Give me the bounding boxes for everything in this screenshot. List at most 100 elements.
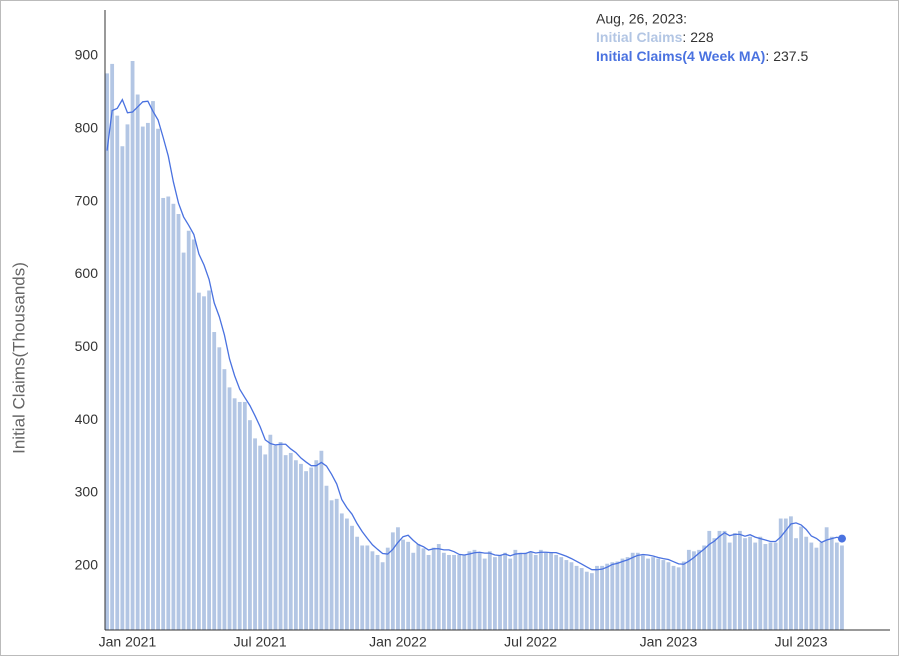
- bar: [232, 398, 237, 630]
- y-tick-label: 900: [75, 47, 99, 63]
- bar: [595, 565, 599, 630]
- bar: [273, 445, 278, 630]
- bar: [258, 445, 263, 630]
- bar: [207, 290, 212, 630]
- bar: [339, 513, 344, 630]
- bar: [202, 296, 206, 630]
- bar: [130, 60, 135, 630]
- bar: [625, 557, 630, 630]
- bar: [401, 539, 405, 630]
- bar: [105, 73, 109, 630]
- bar: [799, 526, 804, 630]
- bar: [528, 551, 533, 630]
- bar: [406, 541, 411, 630]
- bar: [334, 498, 339, 630]
- bar: [579, 568, 584, 630]
- bar: [135, 94, 140, 631]
- bar: [329, 500, 334, 630]
- bar: [161, 197, 166, 630]
- bar: [564, 560, 569, 630]
- bar: [554, 554, 559, 630]
- hover-point: [837, 534, 846, 543]
- x-tick-label: Jan 2021: [99, 634, 157, 650]
- tooltip-title: Aug, 26, 2023:: [596, 11, 687, 27]
- bar: [804, 536, 809, 630]
- tooltip-separator: :: [682, 29, 686, 45]
- bar: [834, 542, 839, 630]
- bar: [538, 549, 543, 630]
- bar: [375, 554, 380, 630]
- bar: [615, 561, 620, 630]
- bar: [457, 554, 462, 630]
- bar: [559, 557, 564, 630]
- bar: [390, 532, 395, 630]
- bar: [498, 554, 502, 630]
- bar: [242, 401, 247, 630]
- tooltip-value: 237.5: [773, 48, 808, 64]
- bar: [319, 450, 324, 630]
- bar: [600, 565, 604, 630]
- bar: [360, 545, 365, 630]
- bar: [651, 557, 656, 630]
- bar: [304, 471, 308, 630]
- y-tick-label: 500: [75, 338, 99, 354]
- bar: [288, 452, 293, 630]
- bar: [727, 542, 732, 630]
- bar: [299, 463, 303, 630]
- y-tick-label: 200: [75, 557, 99, 573]
- bar: [396, 527, 400, 630]
- bar: [717, 530, 722, 630]
- bar: [605, 563, 610, 630]
- bar: [191, 239, 196, 631]
- bar: [416, 544, 421, 630]
- bar: [773, 542, 778, 630]
- bar: [635, 552, 640, 630]
- bar: [462, 554, 467, 630]
- bar: [345, 518, 349, 630]
- bar: [151, 101, 155, 630]
- bar: [789, 516, 793, 630]
- y-tick-label: 600: [75, 265, 99, 281]
- bar: [686, 549, 691, 630]
- bar: [324, 485, 329, 630]
- x-tick-label: Jul 2021: [234, 634, 287, 650]
- bar: [518, 552, 523, 630]
- bar: [441, 552, 446, 630]
- bar: [712, 538, 717, 630]
- bar: [692, 551, 696, 630]
- bar: [263, 454, 268, 630]
- bar: [544, 552, 548, 630]
- bar: [666, 562, 671, 630]
- bar: [477, 552, 482, 630]
- bar: [452, 554, 456, 630]
- bar: [197, 292, 201, 630]
- y-tick-label: 800: [75, 119, 99, 135]
- bar: [814, 547, 819, 630]
- bar: [661, 560, 666, 630]
- bar: [783, 518, 788, 630]
- bar: [676, 567, 681, 630]
- bar: [283, 455, 288, 630]
- bar: [145, 122, 150, 631]
- bar: [824, 527, 829, 630]
- tooltip-separator: :: [765, 48, 769, 64]
- bar: [707, 530, 712, 630]
- bar: [237, 401, 242, 630]
- bar: [840, 545, 844, 630]
- bar: [574, 565, 579, 630]
- bar: [166, 196, 171, 630]
- bar: [508, 558, 513, 630]
- bar: [743, 538, 747, 630]
- tooltip: Aug, 26, 2023:Initial Claims: 228Initial …: [596, 11, 846, 543]
- bar: [181, 252, 186, 630]
- tooltip-series-name: Initial Claims(4 Week MA): [596, 48, 765, 64]
- bar: [176, 213, 181, 630]
- bar: [314, 460, 319, 630]
- bar: [156, 128, 160, 631]
- bar: [436, 544, 441, 630]
- bar: [431, 547, 436, 630]
- bar: [584, 571, 589, 630]
- tooltip-series-name: Initial Claims: [596, 29, 683, 45]
- bar: [702, 545, 707, 630]
- bar: [778, 518, 783, 630]
